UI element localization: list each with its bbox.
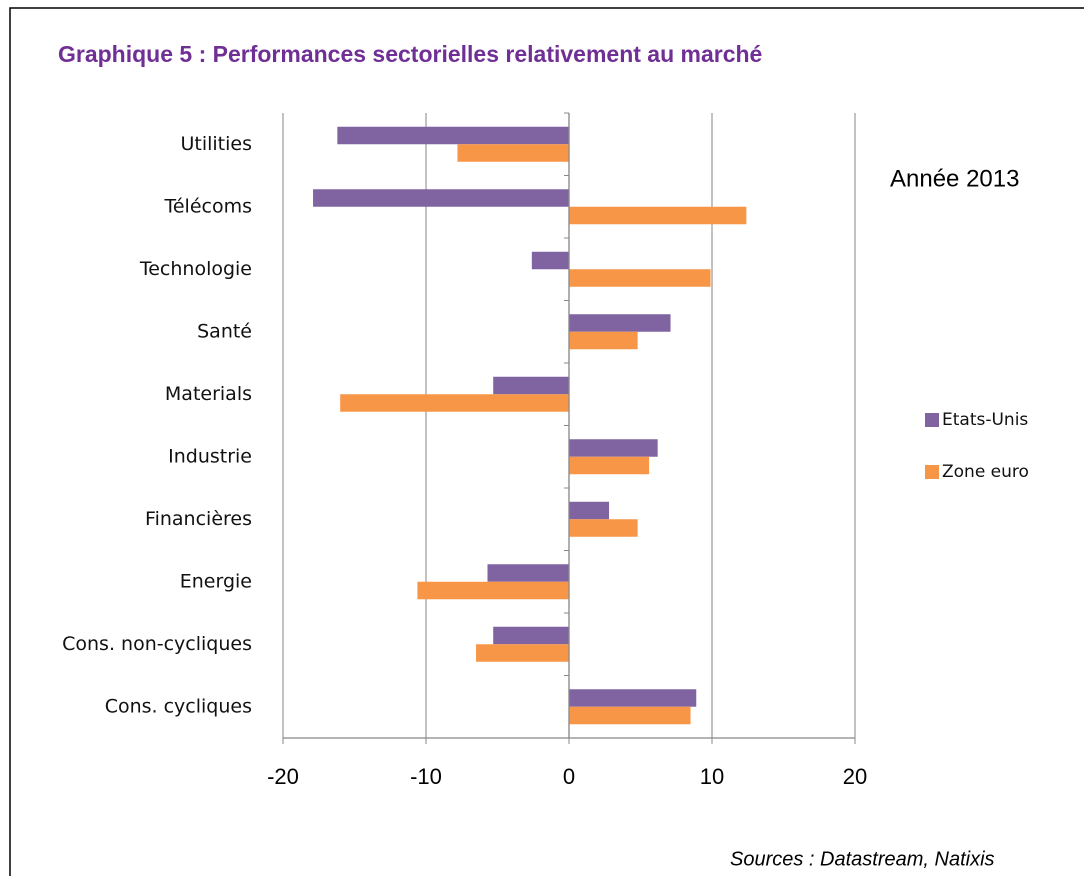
y-tick-label: Télécoms (163, 195, 252, 217)
y-tick-label: Technologie (139, 258, 252, 280)
y-tick-label: Cons. non-cycliques (62, 633, 252, 655)
y-tick-label: Santé (197, 320, 252, 342)
bar (457, 144, 569, 162)
x-tick-label: -20 (267, 764, 299, 789)
bar (569, 269, 711, 287)
y-tick-label: Utilities (180, 133, 252, 155)
bar (493, 626, 569, 645)
y-tick-label: Materials (165, 383, 252, 405)
bar (487, 564, 569, 582)
x-tick-label: 20 (843, 764, 867, 789)
x-tick-label: -10 (410, 764, 442, 789)
legend-swatch (925, 413, 939, 427)
chart-title: Graphique 5 : Performances sectorielles … (58, 41, 762, 67)
legend-swatch (925, 465, 939, 479)
bar (417, 581, 569, 600)
bar (569, 439, 658, 457)
source: Sources : Datastream, Natixis (730, 848, 995, 870)
legend-label: Zone euro (942, 462, 1029, 482)
y-tick-label: Industrie (168, 445, 252, 467)
bar (569, 206, 747, 225)
bar (569, 689, 697, 707)
bar (313, 189, 569, 207)
bar (337, 126, 569, 145)
bar (569, 331, 638, 350)
x-tick-label: 0 (563, 764, 575, 789)
x-tick-label: 10 (700, 764, 724, 789)
legend-label: Etats-Unis (942, 410, 1028, 430)
y-tick-label: Cons. cycliques (105, 695, 252, 717)
bar (493, 376, 569, 395)
annotation: Année 2013 (890, 165, 1019, 192)
bar (476, 644, 569, 662)
bar (569, 456, 650, 475)
y-tick-label: Financières (145, 508, 252, 530)
bar (569, 706, 691, 725)
y-tick-label: Energie (180, 570, 252, 592)
bar (569, 501, 610, 520)
bar (569, 314, 671, 332)
bar (340, 394, 569, 412)
bar (531, 251, 569, 270)
bar (569, 519, 638, 537)
